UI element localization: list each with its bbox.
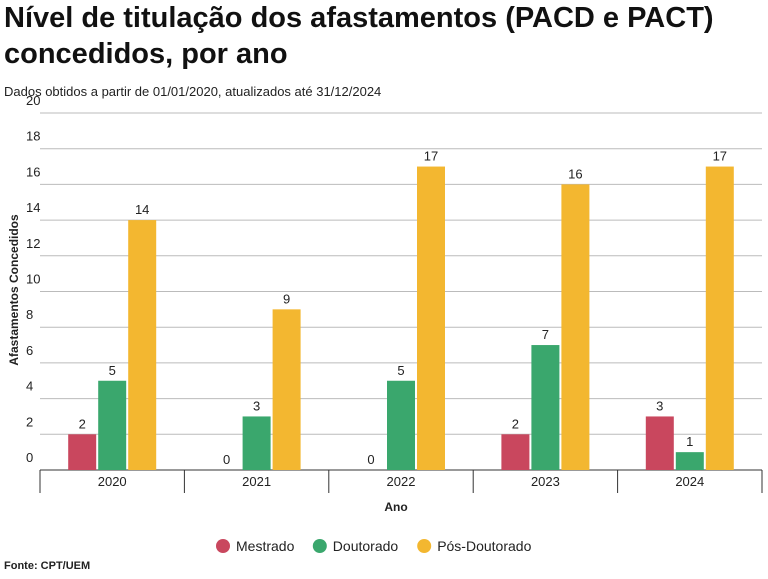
bar: [561, 184, 590, 470]
x-axis-title: Ano: [384, 500, 407, 514]
value-label: 3: [656, 398, 663, 413]
y-axis-title: Afastamentos Concedidos: [7, 214, 21, 366]
legend-label: Doutorado: [333, 538, 399, 554]
value-label: 7: [542, 327, 549, 342]
bar: [645, 416, 674, 470]
y-tick-label: 8: [26, 307, 33, 322]
value-label: 2: [79, 416, 86, 431]
bar: [675, 452, 704, 470]
chart-title: Nível de titulação dos afastamentos (PAC…: [4, 2, 714, 70]
y-tick-label: 10: [26, 272, 40, 287]
value-label: 0: [223, 452, 230, 467]
value-label: 5: [109, 363, 116, 378]
legend-swatch: [312, 539, 327, 553]
value-label: 17: [713, 149, 727, 164]
y-tick-label: 6: [26, 343, 33, 358]
x-tick-label: 2024: [675, 474, 704, 489]
bar: [417, 166, 445, 471]
value-label: 14: [135, 202, 149, 217]
value-label: 1: [686, 434, 693, 449]
bar: [128, 220, 157, 470]
y-tick-label: 14: [26, 200, 40, 215]
y-tick-label: 18: [26, 129, 40, 144]
value-label: 17: [424, 149, 438, 164]
x-tick-label: 2021: [242, 474, 271, 489]
value-label: 16: [568, 166, 582, 181]
y-tick-label: 16: [26, 164, 40, 179]
bar: [68, 434, 97, 470]
value-label: 0: [367, 452, 374, 467]
bar: [272, 309, 301, 470]
y-tick-label: 20: [26, 93, 40, 108]
bar: [501, 434, 530, 470]
value-label: 5: [397, 363, 404, 378]
y-tick-label: 4: [26, 379, 33, 394]
bar: [705, 166, 734, 471]
x-tick-label: 2022: [387, 474, 416, 489]
legend-swatch: [417, 539, 432, 553]
source: Fonte: CPT/UEM: [4, 560, 90, 572]
bar: [98, 380, 127, 470]
value-label: 2: [512, 416, 519, 431]
bar: [531, 345, 560, 470]
legend-label: Mestrado: [236, 538, 295, 554]
subtitle: Dados obtidos a partir de 01/01/2020, at…: [4, 84, 381, 99]
legend-label: Pós-Doutorado: [437, 538, 531, 554]
value-label: 9: [283, 291, 290, 306]
y-tick-label: 0: [26, 450, 33, 465]
x-tick-label: 2020: [98, 474, 127, 489]
bar: [242, 416, 271, 470]
value-label: 3: [253, 398, 260, 413]
title-box: Nível de titulação dos afastamentos (PAC…: [4, 2, 714, 70]
y-tick-label: 12: [26, 236, 40, 251]
legend-swatch: [216, 539, 230, 553]
bar: [387, 380, 415, 470]
y-tick-label: 2: [26, 414, 33, 429]
x-tick-label: 2023: [531, 474, 560, 489]
